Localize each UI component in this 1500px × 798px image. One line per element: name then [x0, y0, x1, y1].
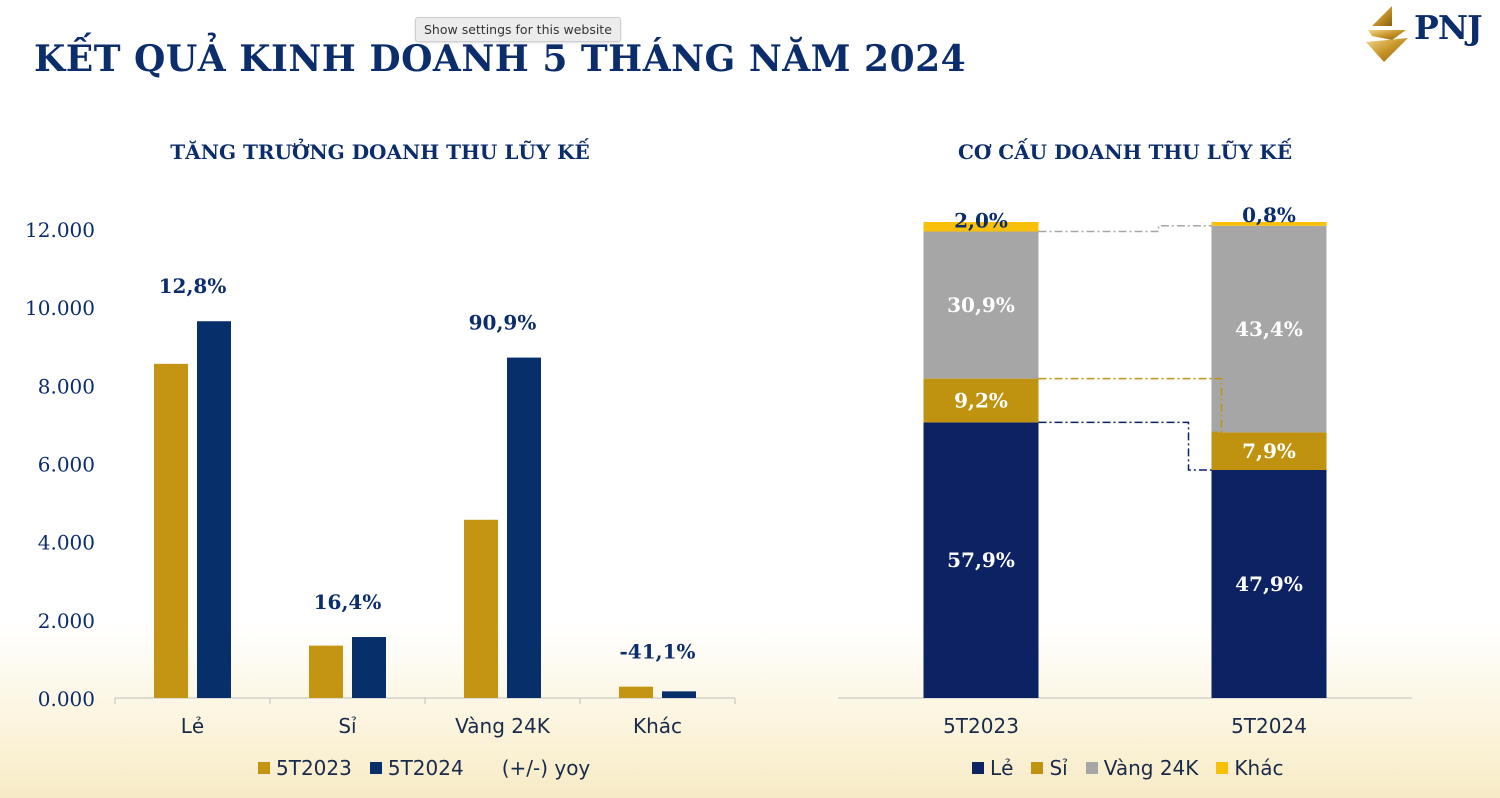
right-x-tick-label: 5T2023 — [943, 714, 1019, 738]
stack-segment-si-5t2023 — [923, 378, 1039, 423]
legend-label-si: Sỉ — [1049, 756, 1068, 780]
legend-item-le: Lẻ — [972, 756, 1013, 780]
stack-label-le-5t2024: 47,9% — [1235, 572, 1303, 596]
bar-5t2023-le — [154, 363, 188, 698]
bar-5t2023-vang-24k — [464, 519, 498, 698]
stack-label-vang-24k-5t2024: 43,4% — [1235, 317, 1303, 341]
left-chart-legend: 5T2023 5T2024 (+/-) yoy — [258, 756, 590, 780]
legend-item-yoy: (+/-) yoy — [502, 756, 591, 780]
stack-segment-vang-24k-5t2023 — [923, 231, 1039, 379]
pnj-logo: PNJ — [1362, 4, 1492, 66]
legend-label-5t2024: 5T2024 — [387, 756, 464, 780]
yoy-label-si: 16,4% — [314, 590, 382, 614]
legend-item-si: Sỉ — [1031, 756, 1068, 780]
stack-segment-khac-5t2023 — [923, 222, 1039, 232]
left-y-tick-label: 0.000 — [38, 687, 95, 711]
right-chart-legend: Lẻ Sỉ Vàng 24K Khác — [972, 756, 1283, 780]
bar-5t2024-le — [197, 321, 231, 698]
left-x-tick-label: Vàng 24K — [455, 714, 551, 738]
legend-swatch-5t2024 — [369, 762, 382, 774]
page-title: KẾT QUẢ KINH DOANH 5 THÁNG NĂM 2024 — [34, 38, 967, 80]
logo-wordmark: PNJ — [1414, 8, 1483, 47]
bar-5t2024-si — [352, 637, 386, 698]
stack-segment-si-5t2024 — [1211, 432, 1327, 470]
stack-segment-le-5t2023 — [923, 422, 1039, 698]
yoy-label-le: 12,8% — [159, 274, 227, 298]
stack-segment-le-5t2024 — [1211, 469, 1327, 698]
left-y-tick-label: 12.000 — [25, 218, 95, 242]
bar-5t2023-si — [309, 645, 343, 698]
bar-5t2024-khac — [662, 691, 696, 698]
yoy-label-khac: -41,1% — [619, 640, 695, 664]
right-x-tick-label: 5T2024 — [1231, 714, 1307, 738]
stack-label-le-5t2023: 57,9% — [947, 548, 1015, 572]
legend-label-khac: Khác — [1234, 756, 1284, 780]
legend-swatch-le — [972, 762, 984, 774]
legend-swatch-vang24k — [1085, 762, 1098, 774]
left-y-tick-label: 6.000 — [38, 453, 95, 477]
legend-item-khac: Khác — [1216, 756, 1283, 780]
left-y-tick-label: 8.000 — [38, 374, 95, 398]
legend-swatch-khac — [1216, 762, 1229, 774]
bar-5t2024-vang-24k — [507, 357, 541, 698]
stack-segment-khac-5t2024 — [1211, 222, 1327, 226]
legend-swatch-si — [1031, 762, 1044, 774]
left-x-tick-label: Sỉ — [338, 714, 357, 738]
legend-item-5t2024: 5T2024 — [369, 756, 464, 780]
legend-label-5t2023: 5T2023 — [276, 756, 352, 780]
stack-label-si-5t2024: 7,9% — [1242, 439, 1296, 463]
legend-label-vang24k: Vàng 24K — [1103, 756, 1199, 780]
left-y-tick-label: 2.000 — [38, 609, 95, 633]
legend-item-5t2023: 5T2023 — [258, 756, 352, 780]
connector-line-vang-24k — [1038, 225, 1212, 233]
right-chart-title: CƠ CẤU DOANH THU LŨY KẾ — [957, 140, 1293, 164]
left-y-tick-label: 4.000 — [38, 531, 95, 555]
left-x-tick-label: Lẻ — [181, 714, 204, 738]
stack-label-khac-5t2023: 2,0% — [954, 209, 1008, 233]
bar-5t2023-khac — [619, 686, 653, 698]
legend-swatch-5t2023 — [258, 762, 270, 774]
stack-label-si-5t2023: 9,2% — [954, 389, 1008, 413]
legend-item-vang24k: Vàng 24K — [1085, 756, 1199, 780]
left-chart-title: TĂNG TRƯỞNG DOANH THU LŨY KẾ — [170, 140, 590, 164]
stack-label-khac-5t2024: 0,8% — [1242, 203, 1296, 227]
left-y-tick-label: 10.000 — [25, 296, 95, 320]
pnj-logo-mark — [1366, 6, 1408, 62]
legend-label-le: Lẻ — [990, 756, 1014, 780]
browser-tooltip: Show settings for this website — [415, 17, 621, 42]
stack-segment-vang-24k-5t2024 — [1211, 225, 1327, 433]
connector-line-si — [1038, 377, 1223, 434]
left-x-tick-label: Khác — [633, 714, 682, 738]
stack-label-vang-24k-5t2023: 30,9% — [947, 293, 1015, 317]
connector-line-le — [1038, 421, 1212, 471]
legend-label-yoy: (+/-) yoy — [501, 756, 591, 780]
yoy-label-vang-24k: 90,9% — [469, 311, 537, 335]
